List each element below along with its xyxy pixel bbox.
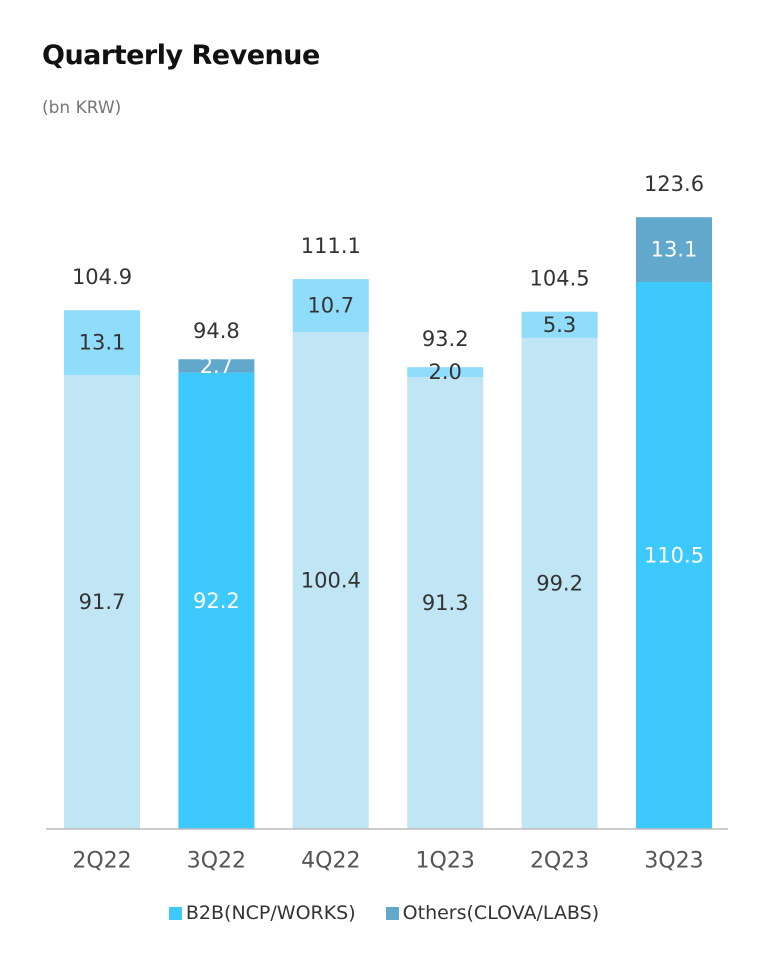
data-label-b2b: 92.2	[193, 589, 240, 613]
data-label-others: 5.3	[543, 313, 576, 337]
x-tick-label: 2Q23	[530, 849, 589, 874]
chart-subtitle: (bn KRW)	[42, 98, 122, 118]
bar-others	[292, 279, 369, 333]
bar-b2b	[178, 372, 255, 829]
bar-others	[521, 311, 598, 338]
data-label-total: 111.1	[301, 234, 361, 258]
bar-chart: 91.7 13.1 104.9 2Q22 92.2 2.7 94.8 3Q22 100.4 10.…	[46, 172, 728, 874]
bar-b2b	[407, 377, 484, 829]
legend-item-b2b: B2B(NCP/WORKS)	[168, 902, 356, 924]
data-label-total: 94.8	[193, 319, 240, 343]
data-label-total: 104.5	[530, 267, 590, 291]
data-label-total: 123.6	[644, 172, 704, 196]
bar-b2b	[64, 375, 140, 829]
data-label-b2b: 100.4	[301, 569, 361, 593]
data-label-others: 10.7	[307, 294, 354, 318]
x-tick-label: 2Q22	[72, 849, 131, 874]
x-tick-label: 4Q22	[301, 849, 360, 874]
legend-swatch-others	[385, 906, 399, 920]
data-label-b2b: 99.2	[536, 571, 583, 595]
x-tick-label: 3Q22	[187, 849, 246, 874]
x-tick-label: 1Q23	[416, 849, 475, 874]
x-tick-label: 3Q23	[644, 849, 703, 874]
data-label-b2b: 91.3	[422, 591, 469, 615]
chart-title: Quarterly Revenue	[42, 40, 320, 71]
legend-item-others: Others(CLOVA/LABS)	[385, 902, 600, 924]
legend-label-others: Others(CLOVA/LABS)	[402, 902, 600, 924]
legend-swatch-b2b	[168, 906, 182, 920]
legend-label-b2b: B2B(NCP/WORKS)	[185, 902, 356, 924]
bar-others	[636, 217, 712, 283]
bar-b2b	[521, 337, 598, 829]
bar-b2b	[636, 282, 712, 829]
data-label-total: 93.2	[422, 327, 469, 351]
data-label-total: 104.9	[72, 265, 132, 289]
data-label-b2b: 110.5	[644, 544, 704, 568]
data-label-others: 2.7	[200, 354, 233, 378]
data-label-others: 2.0	[428, 360, 461, 384]
bar-b2b	[292, 332, 369, 829]
data-label-b2b: 91.7	[79, 590, 126, 614]
legend: B2B(NCP/WORKS) Others(CLOVA/LABS)	[0, 902, 768, 924]
data-label-others: 13.1	[651, 238, 698, 262]
data-label-others: 13.1	[79, 331, 126, 355]
bar-others	[64, 310, 140, 376]
bar-others	[178, 359, 255, 373]
bar-others	[407, 367, 484, 378]
